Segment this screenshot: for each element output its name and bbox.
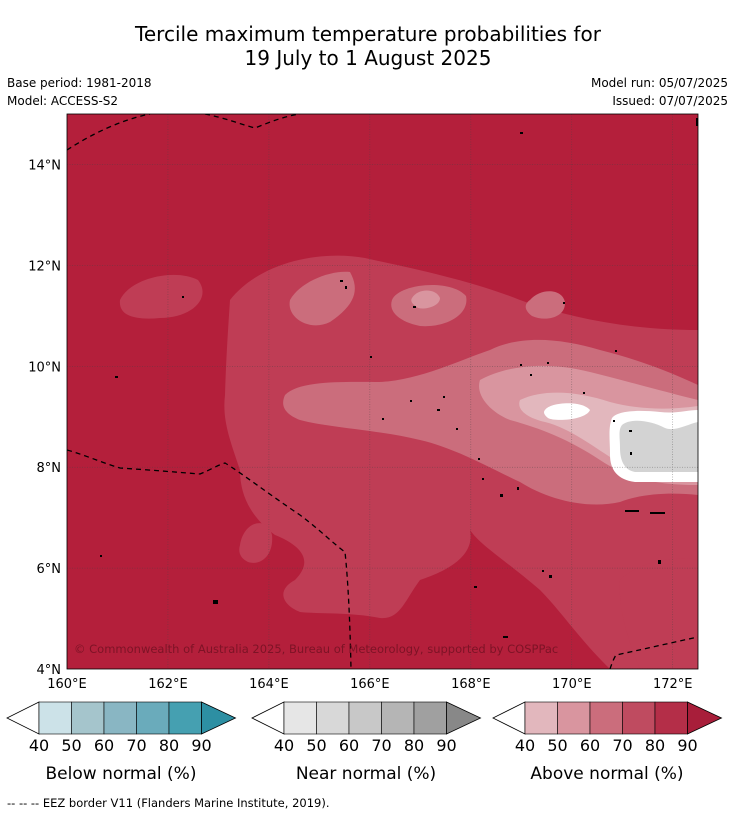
legend-tick-label: 50 xyxy=(61,736,82,755)
legend-title-above: Above normal (%) xyxy=(530,764,684,784)
model-name: Model: ACCESS-S2 xyxy=(7,94,119,108)
colorbar-segment xyxy=(38,701,72,735)
colorbar-low-extend xyxy=(6,701,40,735)
legend-tick-label: 50 xyxy=(306,736,327,755)
eez-border-west xyxy=(67,449,352,669)
legend-tick-label: 40 xyxy=(514,736,536,755)
lat-tick-label: 12°N xyxy=(28,259,61,274)
lon-tick-label: 160°E xyxy=(47,677,87,692)
colorbar-low-extend xyxy=(251,701,285,735)
colorbar-segment xyxy=(622,701,656,735)
island-markers xyxy=(100,118,698,638)
legend-above-normal: 40 50 60 70 80 90 Above normal (%) xyxy=(491,700,723,784)
legend-tick-label: 60 xyxy=(338,736,360,755)
legend-tick-label: 90 xyxy=(436,736,457,755)
near-normal-region xyxy=(619,420,698,472)
near-normal-small-patch xyxy=(544,403,590,420)
legend-tick-label: 80 xyxy=(158,736,180,755)
lat-tick-label: 6°N xyxy=(37,562,62,577)
meta-right: Model run: 05/07/2025 Issued: 07/07/2025 xyxy=(591,74,728,110)
legend-tick-label: 70 xyxy=(371,736,392,755)
legend-colorbar-below xyxy=(6,701,237,735)
chart-title: Tercile maximum temperature probabilitie… xyxy=(0,22,736,70)
legend-tick-label: 40 xyxy=(28,736,50,755)
map-frame xyxy=(66,113,699,670)
above-80-west-patch xyxy=(119,274,203,319)
legend-tick-label: 80 xyxy=(644,736,666,755)
legend-below-normal: 40 50 60 70 80 90 Below normal (%) xyxy=(5,700,237,784)
legend-ticks-below: 40 50 60 70 80 90 xyxy=(5,736,237,758)
above-60-north-spot xyxy=(411,290,440,309)
colorbar-high-extend xyxy=(446,701,482,735)
legend-ticks-above: 40 50 60 70 80 90 xyxy=(491,736,723,758)
lat-tick-labels: 4°N 6°N 8°N 10°N 12°N 14°N xyxy=(28,158,61,678)
lon-tick-label: 162°E xyxy=(148,677,188,692)
eez-border-north-2 xyxy=(204,114,301,129)
title-line-1: Tercile maximum temperature probabilitie… xyxy=(135,22,601,46)
legend-tick-label: 80 xyxy=(403,736,425,755)
colorbar-segment xyxy=(316,701,350,735)
colorbar-segment xyxy=(524,701,558,735)
lat-tick-label: 8°N xyxy=(37,461,62,476)
colorbar-segment xyxy=(348,701,382,735)
colorbar-segment xyxy=(654,701,688,735)
lon-tick-label: 170°E xyxy=(552,677,592,692)
legend-tick-label: 90 xyxy=(191,736,212,755)
eez-border-north xyxy=(67,114,151,151)
model-run: Model run: 05/07/2025 xyxy=(590,76,728,90)
legend-tick-label: 60 xyxy=(579,736,601,755)
legend-tick-label: 90 xyxy=(677,736,698,755)
lon-tick-label: 168°E xyxy=(451,677,491,692)
colorbar-high-extend xyxy=(687,701,723,735)
legend-colorbar-above xyxy=(492,701,723,735)
legend-tick-label: 70 xyxy=(126,736,147,755)
probability-map: © Commonwealth of Australia 2025, Bureau… xyxy=(28,113,699,692)
copyright-text: © Commonwealth of Australia 2025, Bureau… xyxy=(74,642,558,656)
lon-tick-label: 166°E xyxy=(350,677,390,692)
colorbar-segment xyxy=(103,701,137,735)
above-80-southwest-patch xyxy=(239,523,273,563)
issued-date: Issued: 07/07/2025 xyxy=(612,94,728,108)
colorbar-segment xyxy=(413,701,447,735)
legend-title-near: Near normal (%) xyxy=(295,764,437,784)
above-70-north-patch-2 xyxy=(525,291,566,319)
colorbar-segment xyxy=(589,701,623,735)
legend-tick-label: 40 xyxy=(273,736,295,755)
title-line-2: 19 July to 1 August 2025 xyxy=(244,46,492,70)
lon-tick-label: 172°E xyxy=(653,677,693,692)
lon-tick-labels: 160°E 162°E 164°E 166°E 168°E 170°E 172°E xyxy=(47,677,692,692)
legend-ticks-near: 40 50 60 70 80 90 xyxy=(250,736,482,758)
eez-border-southeast xyxy=(609,636,698,669)
colorbar-segment xyxy=(136,701,170,735)
colorbar-segment xyxy=(168,701,202,735)
lon-tick-label: 164°E xyxy=(249,677,289,692)
eez-footnote: -- -- -- EEZ border V11 (Flanders Marine… xyxy=(7,796,330,810)
lat-tick-label: 10°N xyxy=(28,360,61,375)
legend-title-below: Below normal (%) xyxy=(45,764,197,784)
colorbar-high-extend xyxy=(201,701,237,735)
above-80-southeast-patch xyxy=(619,558,698,669)
colorbar-segment xyxy=(381,701,415,735)
colorbar-segment xyxy=(71,701,105,735)
legend-colorbar-near xyxy=(251,701,482,735)
meta-left: Base period: 1981-2018 Model: ACCESS-S2 xyxy=(7,74,152,110)
colorbar-segment xyxy=(283,701,317,735)
lat-tick-label: 4°N xyxy=(37,663,62,678)
lat-tick-label: 14°N xyxy=(28,158,61,173)
colorbar-segment xyxy=(557,701,591,735)
grid-lines xyxy=(67,114,698,669)
base-period: Base period: 1981-2018 xyxy=(7,76,152,90)
colorbar-low-extend xyxy=(492,701,526,735)
eez-border-lines xyxy=(67,114,698,669)
legend-tick-label: 70 xyxy=(612,736,633,755)
legend-tick-label: 50 xyxy=(547,736,568,755)
above-70-region xyxy=(289,271,355,326)
legend-tick-label: 60 xyxy=(93,736,115,755)
legend-near-normal: 40 50 60 70 80 90 Near normal (%) xyxy=(250,700,482,784)
